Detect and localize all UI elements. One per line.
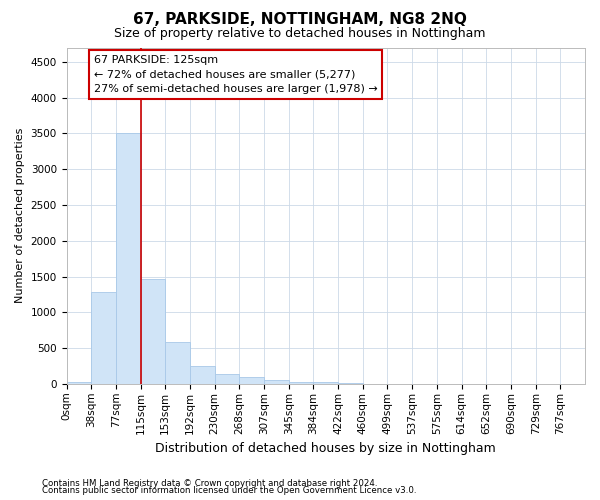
Bar <box>215 374 239 384</box>
Text: Contains public sector information licensed under the Open Government Licence v3: Contains public sector information licen… <box>42 486 416 495</box>
Text: 67 PARKSIDE: 125sqm
← 72% of detached houses are smaller (5,277)
27% of semi-det: 67 PARKSIDE: 125sqm ← 72% of detached ho… <box>94 54 377 94</box>
Bar <box>165 342 190 384</box>
Text: Size of property relative to detached houses in Nottingham: Size of property relative to detached ho… <box>114 28 486 40</box>
Bar <box>338 383 363 384</box>
X-axis label: Distribution of detached houses by size in Nottingham: Distribution of detached houses by size … <box>155 442 496 455</box>
Bar <box>190 366 215 384</box>
Bar <box>289 382 313 384</box>
Bar <box>313 382 338 384</box>
Bar <box>239 378 264 384</box>
Bar <box>116 134 140 384</box>
Y-axis label: Number of detached properties: Number of detached properties <box>15 128 25 304</box>
Text: 67, PARKSIDE, NOTTINGHAM, NG8 2NQ: 67, PARKSIDE, NOTTINGHAM, NG8 2NQ <box>133 12 467 28</box>
Bar <box>91 292 116 384</box>
Bar <box>67 382 91 384</box>
Bar <box>264 380 289 384</box>
Text: Contains HM Land Registry data © Crown copyright and database right 2024.: Contains HM Land Registry data © Crown c… <box>42 478 377 488</box>
Bar <box>140 278 165 384</box>
